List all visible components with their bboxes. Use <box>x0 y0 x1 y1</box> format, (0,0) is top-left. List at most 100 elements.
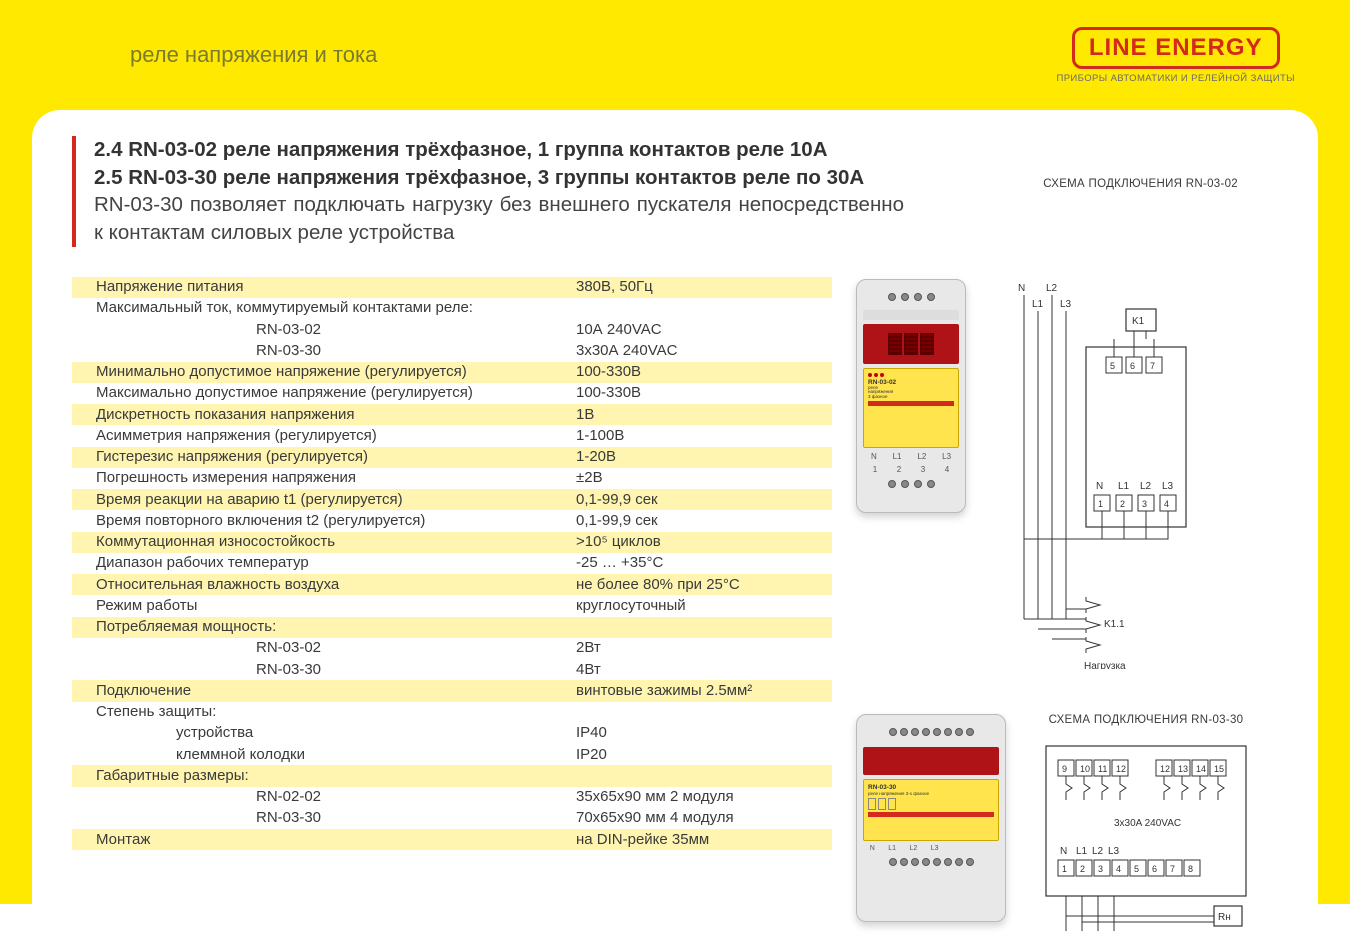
spec-value: 2Вт <box>576 638 822 658</box>
spec-row: Диапазон рабочих температур-25 … +35°С <box>72 553 832 574</box>
spec-row: RN-03-304Вт <box>72 659 832 680</box>
spec-value: на DIN-рейке 35мм <box>576 830 822 850</box>
device1-model: RN-03-02 <box>868 379 954 386</box>
headings-block: 2.4 RN-03-02 реле напряжения трёхфазное,… <box>72 136 1278 247</box>
wiring-schematic-2: СХЕМА ПОДКЛЮЧЕНИЯ RN-03-30 9101112 12131… <box>1036 714 1256 941</box>
spec-row: Время реакции на аварию t1 (регулируется… <box>72 489 832 510</box>
spec-value: 1-20В <box>576 447 822 467</box>
term-label: L3 <box>942 452 951 461</box>
spec-key: Монтаж <box>96 830 576 850</box>
spec-row: Подключениевинтовые зажимы 2.5мм² <box>72 680 832 701</box>
svg-text:N: N <box>1096 481 1103 492</box>
spec-value <box>576 766 822 786</box>
spec-row: Коммутационная износостойкость>10⁵ цикло… <box>72 532 832 553</box>
svg-text:2: 2 <box>1080 864 1085 874</box>
spec-key: Минимально допустимое напряжение (регули… <box>96 362 576 382</box>
spec-key: RN-03-02 <box>96 638 576 658</box>
term-label: L1 <box>893 452 902 461</box>
spec-row: устройстваIP40 <box>72 723 832 744</box>
svg-text:N: N <box>1060 846 1067 857</box>
spec-row: RN-03-303x30А 240VAC <box>72 340 832 361</box>
topbar: реле напряжения и тока LINE ENERGY ПРИБО… <box>0 0 1350 110</box>
svg-text:8: 8 <box>1188 864 1193 874</box>
svg-text:14: 14 <box>1196 764 1206 774</box>
svg-text:4: 4 <box>1116 864 1121 874</box>
spec-key: Максимально допустимое напряжение (регул… <box>96 383 576 403</box>
right-column: RN-03-02 реленапряжения3 фазное N L1 L2 … <box>856 277 1278 941</box>
spec-row: Монтажна DIN-рейке 35мм <box>72 829 832 850</box>
svg-text:L1: L1 <box>1032 299 1044 310</box>
spec-row: Степень защиты: <box>72 702 832 723</box>
svg-text:Нагрузка: Нагрузка <box>1084 661 1126 669</box>
spec-key: Относительная влажность воздуха <box>96 575 576 595</box>
spec-row: RN-03-3070х65х90 мм 4 модуля <box>72 808 832 829</box>
spec-row: Напряжение питания380В, 50Гц <box>72 277 832 298</box>
term-label: L1 <box>888 845 896 852</box>
spec-value: 380В, 50Гц <box>576 277 822 297</box>
spec-value: 10А 240VAC <box>576 320 822 340</box>
spec-value: 3x30А 240VAC <box>576 341 822 361</box>
spec-value <box>576 617 822 637</box>
device-schematic-pair-2: RN-03-30 реле напряжения 3-х фазное N L1… <box>856 714 1278 941</box>
spec-row: клеммной колодкиIP20 <box>72 744 832 765</box>
spec-value: 4Вт <box>576 660 822 680</box>
svg-text:15: 15 <box>1214 764 1224 774</box>
svg-text:4: 4 <box>1164 499 1169 509</box>
spec-key: RN-02-02 <box>96 787 576 807</box>
spec-row: RN-03-0210А 240VAC <box>72 319 832 340</box>
spec-value: 35х65х90 мм 2 модуля <box>576 787 822 807</box>
svg-text:13: 13 <box>1178 764 1188 774</box>
svg-text:L2: L2 <box>1046 283 1058 294</box>
brand-name: LINE ENERGY <box>1072 27 1280 69</box>
svg-text:K1.1: K1.1 <box>1104 619 1125 630</box>
svg-text:L3: L3 <box>1108 846 1120 857</box>
spec-key: RN-03-30 <box>96 808 576 828</box>
spec-key: Время реакции на аварию t1 (регулируется… <box>96 490 576 510</box>
spec-row: Максимальный ток, коммутируемый контакта… <box>72 298 832 319</box>
spec-key: Степень защиты: <box>96 702 576 722</box>
spec-value: винтовые зажимы 2.5мм² <box>576 681 822 701</box>
svg-text:6: 6 <box>1152 864 1157 874</box>
spec-key: Диапазон рабочих температур <box>96 553 576 573</box>
spec-key: Напряжение питания <box>96 277 576 297</box>
spec-value: 70х65х90 мм 4 модуля <box>576 808 822 828</box>
svg-text:L3: L3 <box>1162 481 1174 492</box>
term-label: N <box>871 452 877 461</box>
spec-row: Погрешность измерения напряжения±2В <box>72 468 832 489</box>
spec-row: Режим работыкруглосуточный <box>72 595 832 616</box>
spec-value: -25 … +35°С <box>576 553 822 573</box>
svg-text:11: 11 <box>1098 764 1107 774</box>
svg-text:10: 10 <box>1080 764 1090 774</box>
device-schematic-pair-1: RN-03-02 реленапряжения3 фазное N L1 L2 … <box>856 279 1278 674</box>
wiring-schematic-1: N L1 L2 L3 K1 <box>996 279 1196 674</box>
spec-row: Асимметрия напряжения (регулируется)1-10… <box>72 425 832 446</box>
svg-text:6: 6 <box>1130 361 1135 371</box>
spec-key: Погрешность измерения напряжения <box>96 468 576 488</box>
svg-text:3x30A 240VAC: 3x30A 240VAC <box>1114 818 1181 829</box>
term-num: 3 <box>921 465 925 474</box>
svg-text:7: 7 <box>1150 361 1155 371</box>
brand-logo: LINE ENERGY ПРИБОРЫ АВТОМАТИКИ И РЕЛЕЙНО… <box>1056 27 1295 84</box>
svg-text:5: 5 <box>1134 864 1139 874</box>
heading-sub: RN-03-30 позволяет подключать нагрузку б… <box>94 191 904 246</box>
spec-key: RN-03-30 <box>96 660 576 680</box>
spec-value: 1В <box>576 405 822 425</box>
term-label: L2 <box>917 452 926 461</box>
spec-key: Асимметрия напряжения (регулируется) <box>96 426 576 446</box>
spec-row: Гистерезис напряжения (регулируется)1-20… <box>72 447 832 468</box>
svg-text:K1: K1 <box>1132 316 1145 327</box>
spec-value: ±2В <box>576 468 822 488</box>
svg-text:5: 5 <box>1110 361 1115 371</box>
svg-text:N: N <box>1018 283 1025 294</box>
spec-key: Коммутационная износостойкость <box>96 532 576 552</box>
svg-text:L3: L3 <box>1060 299 1072 310</box>
spec-value: 1-100В <box>576 426 822 446</box>
device-photo-rn-03-30: RN-03-30 реле напряжения 3-х фазное N L1… <box>856 714 1006 922</box>
topbar-title: реле напряжения и тока <box>130 42 377 68</box>
svg-text:Rн: Rн <box>1218 912 1231 923</box>
spec-value: круглосуточный <box>576 596 822 616</box>
heading-1: 2.4 RN-03-02 реле напряжения трёхфазное,… <box>94 136 1278 164</box>
svg-text:L1: L1 <box>1076 846 1088 857</box>
spec-row: Время повторного включения t2 (регулируе… <box>72 510 832 531</box>
svg-text:3: 3 <box>1098 864 1103 874</box>
